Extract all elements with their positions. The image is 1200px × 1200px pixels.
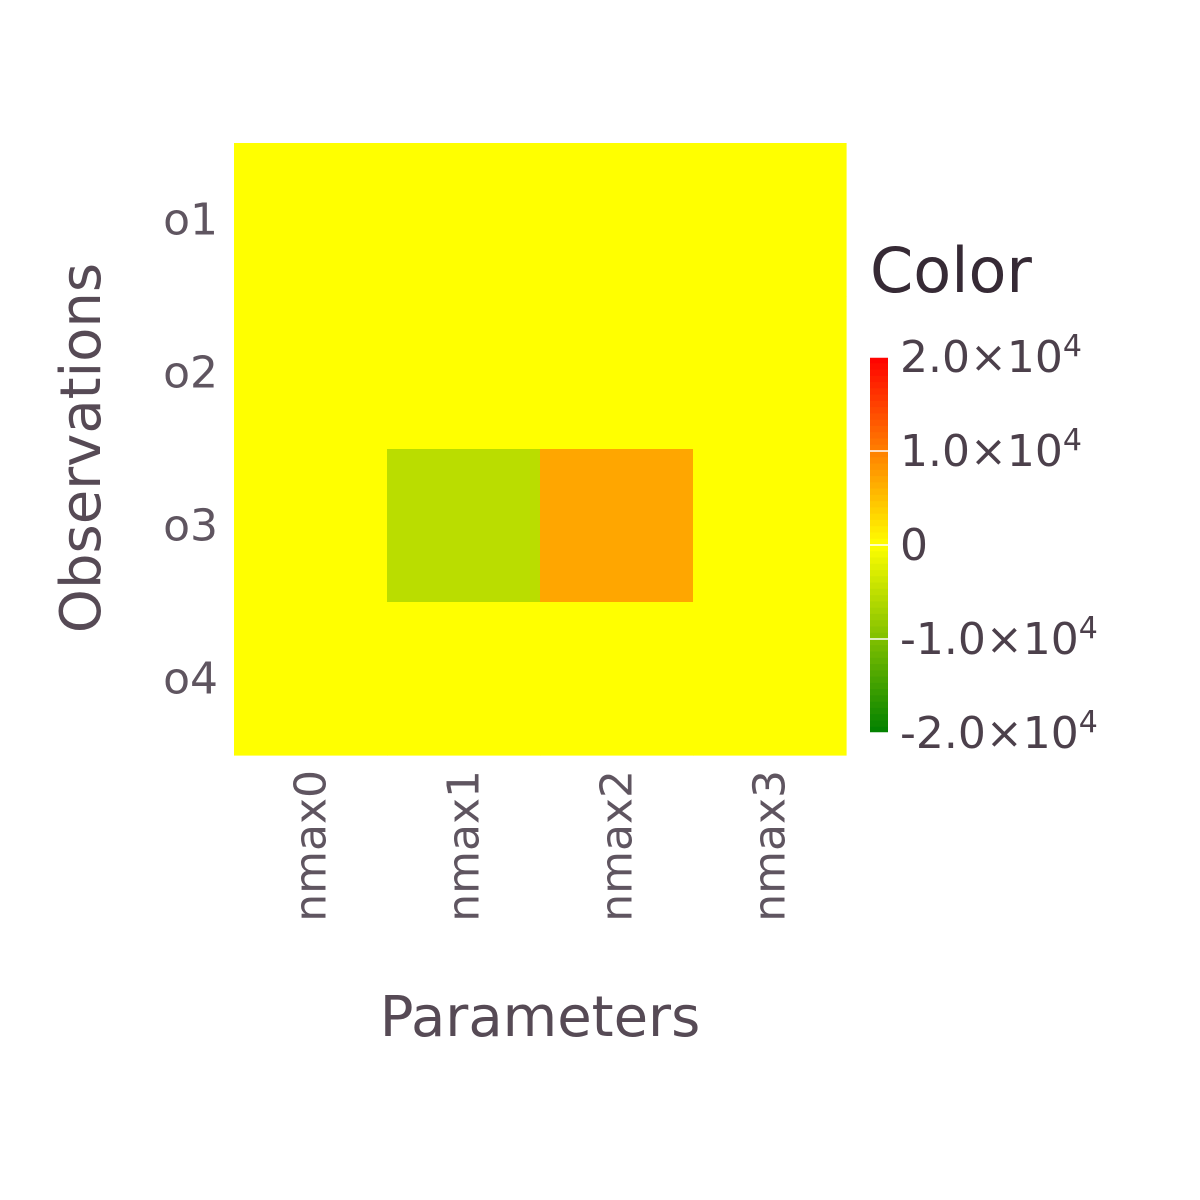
colorbar-segment [870,488,888,496]
colorbar-segment [870,676,888,684]
y-tick-label: o4 [163,654,218,705]
heatmap-cell-o1-nmax1 [387,143,541,297]
colorbar-segment [870,507,888,515]
colorbar-segment [870,682,888,690]
colorbar-segment [870,588,888,596]
colorbar-segment [870,438,888,446]
colorbar-segment [870,419,888,427]
colorbar-segment [870,382,888,389]
heatmap-cell-o2-nmax0 [234,296,388,450]
x-tick-label: nmax3 [745,770,796,922]
colorbar-segment [870,601,888,609]
x-tick-labels: nmax0 nmax1 nmax2 nmax3 [286,770,796,922]
colorbar-segment [870,451,888,458]
colorbar-segment [870,463,888,471]
colorbar-segment [870,670,888,678]
x-tick-label: nmax2 [592,770,643,922]
heatmap-cell-o2-nmax3 [693,296,847,450]
heatmap-cell-o3-nmax2 [540,449,694,603]
color-legend: Color 2.0×104 1.0×104 0 -1.0×104 -2.0×104 [870,234,1098,759]
colorbar-segment [870,657,888,665]
heatmap-cell-o4-nmax1 [387,602,541,756]
colorbar-segment [870,425,888,433]
colorbar-segment [870,664,888,671]
colorbar-segment [870,620,888,627]
colorbar-segment [870,476,888,483]
colorbar-segment [870,632,888,640]
colorbar-segment [870,545,888,552]
colorbar-segment [870,701,888,709]
legend-tick-label: 0 [900,520,928,571]
y-tick-label: o2 [163,348,218,399]
colorbar-segment [870,707,888,715]
heatmap-cell-o2-nmax2 [540,296,694,450]
colorbar-segment [870,363,888,371]
colorbar-segment [870,639,888,646]
colorbar-segment [870,526,888,533]
heatmap-cell-o1-nmax3 [693,143,847,297]
colorbar-segment [870,388,888,396]
legend-tick-label: 2.0×104 [900,329,1082,383]
legend-tick-label: -2.0×104 [900,705,1098,759]
x-tick-label: nmax0 [286,770,337,922]
colorbar-segment [870,576,888,584]
colorbar-segment [870,469,888,477]
heatmap-cell-o4-nmax0 [234,602,388,756]
colorbar-segment [870,357,888,364]
colorbar-segment [870,400,888,408]
colorbar-segment [870,613,888,621]
heatmap-cell-o2-nmax1 [387,296,541,450]
heatmap-cell-o3-nmax3 [693,449,847,603]
x-axis-title: Parameters [380,985,701,1050]
colorbar-segment [870,375,888,383]
colorbar-segment [870,432,888,439]
colorbar-segment [870,394,888,402]
colorbar-segment [870,513,888,521]
colorbar-segment [870,538,888,546]
colorbar-segment [870,626,888,634]
colorbar-segment [870,651,888,659]
colorbar-segment [870,557,888,565]
y-tick-label: o3 [163,501,218,552]
colorbar-segment [870,519,888,527]
colorbar-segment [870,551,888,559]
colorbar-segment [870,645,888,653]
y-tick-label: o1 [163,195,218,246]
heatmap-cell-o3-nmax1 [387,449,541,603]
heatmap-cell-o4-nmax3 [693,602,847,756]
colorbar-segment [870,444,888,452]
colorbar-segment [870,501,888,508]
colorbar-segment [870,695,888,703]
colorbar-segment [870,607,888,615]
colorbar-segment [870,570,888,577]
colorbar-segment [870,563,888,571]
colorbar-segment [870,595,888,602]
heatmap-cell-o4-nmax2 [540,602,694,756]
colorbar-segment [870,714,888,721]
legend-tick-label: -1.0×104 [900,611,1098,665]
legend-tick-label: 1.0×104 [900,423,1082,477]
colorbar-segment [870,482,888,490]
colorbar-segment [870,532,888,540]
heatmap-cells [234,143,847,756]
colorbar-segment [870,720,888,728]
colorbar [870,357,888,734]
heatmap-cell-o3-nmax0 [234,449,388,603]
y-tick-labels: o1 o2 o3 o4 [163,195,218,705]
colorbar-segment [870,494,888,502]
colorbar-segment [870,413,888,421]
colorbar-segment [870,689,888,696]
legend-tick-labels: 2.0×104 1.0×104 0 -1.0×104 -2.0×104 [870,329,1098,759]
colorbar-segment [870,726,888,734]
colorbar-segment [870,582,888,590]
heatmap-cell-o1-nmax0 [234,143,388,297]
legend-title: Color [870,234,1032,307]
colorbar-segment [870,369,888,377]
colorbar-segment [870,457,888,465]
colorbar-segment [870,407,888,414]
heatmap-cell-o1-nmax2 [540,143,694,297]
y-axis-title: Observations [49,263,114,633]
x-tick-label: nmax1 [439,770,490,922]
